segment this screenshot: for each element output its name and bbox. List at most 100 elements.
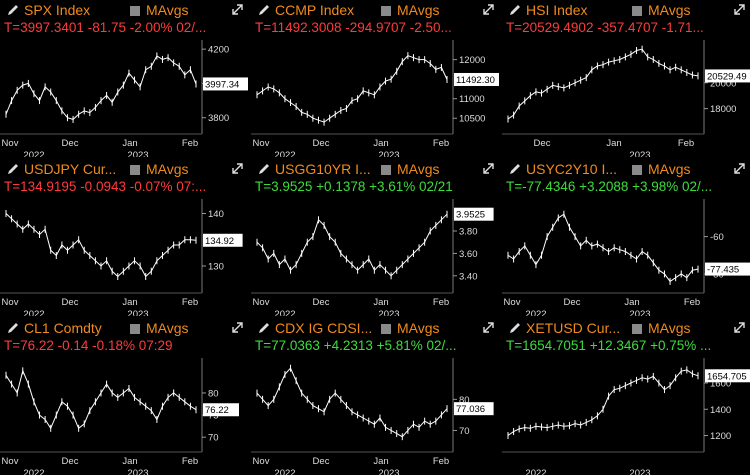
chart-panel[interactable]: CDX IG CDSI... MAvgs T=77.0363 +4.2313 +5.… <box>251 318 499 475</box>
security-title[interactable]: HSI Index <box>526 2 588 18</box>
security-title[interactable]: SPX Index <box>24 2 91 18</box>
studies-label[interactable]: MAvgs <box>146 320 189 336</box>
studies-label[interactable]: MAvgs <box>648 320 691 336</box>
last-price-box <box>203 77 248 91</box>
year-label: 2023 <box>629 309 650 316</box>
expand-icon[interactable] <box>482 321 495 334</box>
chart-panel[interactable]: CCMP Index MAvgs T=11492.3008 -294.9707 -2… <box>251 0 499 157</box>
studies-checkbox[interactable] <box>381 324 391 334</box>
last-price-label: 76.22 <box>205 405 229 416</box>
last-price-label: 11492.30 <box>456 75 495 86</box>
last-price-label: 1654.705 <box>707 371 747 382</box>
year-label: 2023 <box>378 468 399 475</box>
studies-checkbox[interactable] <box>381 165 391 175</box>
studies-label[interactable]: MAvgs <box>397 2 440 18</box>
studies-label[interactable]: MAvgs <box>397 320 440 336</box>
studies-label[interactable]: MAvgs <box>397 161 440 177</box>
studies-checkbox[interactable] <box>130 324 140 334</box>
year-label: 2022 <box>525 309 546 316</box>
last-price-label: -77.435 <box>707 265 739 276</box>
year-label: 2023 <box>127 309 148 316</box>
panel-header: CDX IG CDSI... MAvgs <box>251 318 499 338</box>
pencil-icon[interactable] <box>6 162 20 176</box>
studies-label[interactable]: MAvgs <box>648 161 691 177</box>
studies-label[interactable]: MAvgs <box>146 161 189 177</box>
y-tick-label: 3.60 <box>459 249 478 260</box>
panel-header: HSI Index MAvgs <box>502 0 750 20</box>
last-price-label: 77.036 <box>456 404 485 415</box>
pencil-icon[interactable] <box>508 162 522 176</box>
year-label: 2023 <box>378 309 399 316</box>
y-tick-label: 80 <box>459 395 470 406</box>
x-tick-label: Nov <box>2 138 19 149</box>
x-tick-label: Feb <box>182 138 198 149</box>
x-tick-label: Jan <box>122 297 137 308</box>
x-tick-label: Jan <box>624 297 639 308</box>
pencil-icon[interactable] <box>6 3 20 17</box>
chart-panel[interactable]: HSI Index MAvgs T=20529.4902 -357.4707 -1.… <box>502 0 750 157</box>
panel-header: USYC2Y10 I... MAvgs <box>502 159 750 179</box>
security-title[interactable]: USGG10YR I... <box>275 161 371 177</box>
price-series-line <box>256 367 448 438</box>
security-title[interactable]: CL1 Comdty <box>24 320 102 336</box>
y-tick-label: 1400 <box>710 405 731 416</box>
security-title[interactable]: USDJPY Cur... <box>24 161 117 177</box>
quote-line: T=76.22 -0.14 -0.18% 07:29 <box>4 338 173 353</box>
last-price-box <box>705 69 750 83</box>
price-plot[interactable]: 1600 1400 1200 1654.705 2022 2023 <box>502 356 750 475</box>
expand-icon[interactable] <box>733 321 746 334</box>
price-plot[interactable]: 80 70 77.036 Nov Dec Jan Feb 2022 2023 <box>251 356 499 475</box>
year-label: 2023 <box>378 150 399 157</box>
studies-checkbox[interactable] <box>381 6 391 16</box>
security-title[interactable]: XETUSD Cur... <box>526 320 621 336</box>
pencil-icon[interactable] <box>257 3 271 17</box>
panel-header: CL1 Comdty MAvgs <box>0 318 248 338</box>
panel-header: CCMP Index MAvgs <box>251 0 499 20</box>
y-tick-label: 3800 <box>208 113 229 124</box>
expand-icon[interactable] <box>482 162 495 175</box>
expand-icon[interactable] <box>733 162 746 175</box>
price-plot[interactable]: 12000 11000 10500 11492.30 Nov Dec Jan Feb 2022 2… <box>251 38 499 157</box>
expand-icon[interactable] <box>231 162 244 175</box>
chart-panel[interactable]: USYC2Y10 I... MAvgs T=-77.4346 +3.2088 +3.… <box>502 159 750 316</box>
expand-icon[interactable] <box>231 321 244 334</box>
chart-panel[interactable]: CL1 Comdty MAvgs T=76.22 -0.14 -0.18% 07:2… <box>0 318 248 475</box>
security-title[interactable]: CDX IG CDSI... <box>275 320 373 336</box>
studies-checkbox[interactable] <box>632 324 642 334</box>
chart-panel[interactable]: XETUSD Cur... MAvgs T=1654.7051 +12.3467 +… <box>502 318 750 475</box>
security-title[interactable]: USYC2Y10 I... <box>526 161 618 177</box>
expand-icon[interactable] <box>231 3 244 16</box>
pencil-icon[interactable] <box>508 321 522 335</box>
pencil-icon[interactable] <box>6 321 20 335</box>
studies-checkbox[interactable] <box>130 6 140 16</box>
year-label: 2022 <box>274 468 295 475</box>
studies-label[interactable]: MAvgs <box>146 2 189 18</box>
price-plot[interactable]: 20000 18000 20529.49 Dec Jan Feb 2023 <box>502 38 750 157</box>
security-title[interactable]: CCMP Index <box>275 2 355 18</box>
pencil-icon[interactable] <box>257 162 271 176</box>
chart-panel[interactable]: SPX Index MAvgs T=3997.3401 -81.75 -2.00% … <box>0 0 248 157</box>
studies-checkbox[interactable] <box>632 165 642 175</box>
price-plot[interactable]: 140 130 134.92 Nov Dec Jan Feb 2022 2023 <box>0 197 248 316</box>
price-series-line <box>256 55 448 123</box>
pencil-icon[interactable] <box>508 3 522 17</box>
chart-panel[interactable]: USGG10YR I... MAvgs T=3.9525 +0.1378 +3.61… <box>251 159 499 316</box>
studies-checkbox[interactable] <box>632 6 642 16</box>
pencil-icon[interactable] <box>257 321 271 335</box>
studies-label[interactable]: MAvgs <box>648 2 691 18</box>
x-tick-label: Feb <box>182 297 198 308</box>
price-plot[interactable]: 3.80 3.60 3.40 3.9525 Nov Dec Jan Feb 2022 2023 <box>251 197 499 316</box>
x-tick-label: Jan <box>373 138 388 149</box>
expand-icon[interactable] <box>482 3 495 16</box>
quote-line: T=1654.7051 +12.3467 +0.75% ... <box>506 338 712 353</box>
last-price-box <box>454 72 499 86</box>
expand-icon[interactable] <box>733 3 746 16</box>
studies-checkbox[interactable] <box>130 165 140 175</box>
last-price-box <box>705 369 750 383</box>
x-tick-label: Nov <box>253 456 270 467</box>
chart-panel[interactable]: USDJPY Cur... MAvgs T=134.9195 -0.0943 -0.… <box>0 159 248 316</box>
y-tick-label: 130 <box>208 262 224 273</box>
